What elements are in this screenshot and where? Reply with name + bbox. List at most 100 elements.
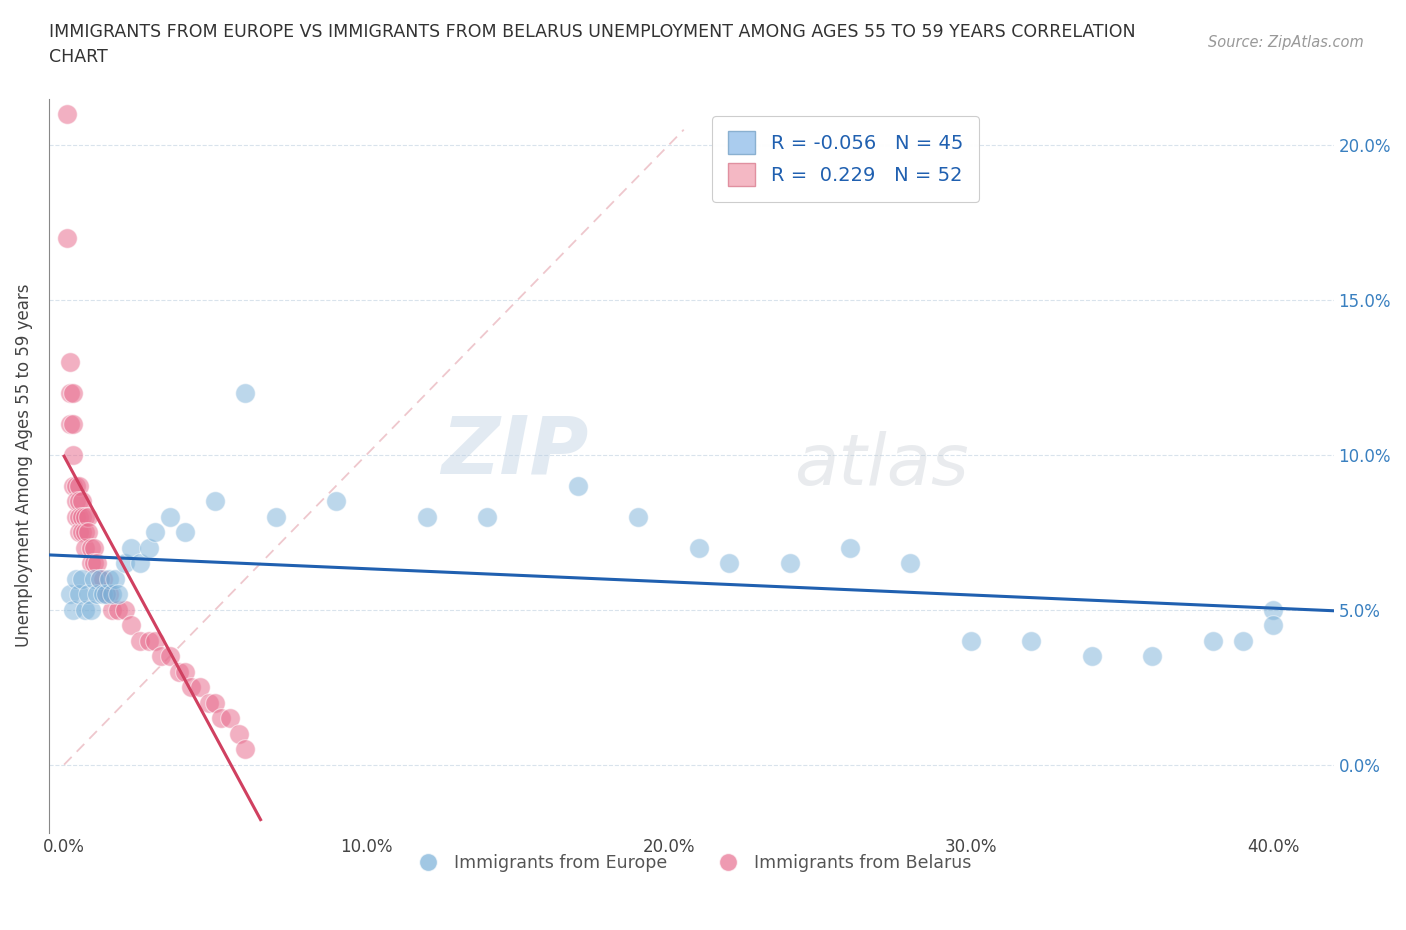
Point [1202, 633, 1225, 648]
Point [93, 571, 115, 586]
Point [1142, 649, 1164, 664]
Point [67, 525, 90, 539]
Point [65, 494, 87, 509]
Point [104, 571, 127, 586]
Point [98, 571, 121, 586]
Point [1263, 603, 1285, 618]
Point [59, 417, 82, 432]
Y-axis label: Unemployment Among Ages 55 to 59 years: Unemployment Among Ages 55 to 59 years [15, 284, 32, 647]
Point [75, 525, 97, 539]
Point [235, 742, 257, 757]
Point [89, 571, 111, 586]
Point [264, 510, 287, 525]
Point [204, 494, 226, 509]
Point [70, 494, 93, 509]
Point [56, 107, 79, 122]
Point [62, 478, 84, 493]
Point [67, 494, 90, 509]
Point [120, 618, 142, 632]
Point [180, 680, 202, 695]
Point [80, 603, 103, 618]
Point [128, 556, 150, 571]
Point [219, 711, 242, 725]
Point [839, 540, 862, 555]
Point [62, 386, 84, 401]
Point [416, 510, 439, 525]
Point [228, 726, 250, 741]
Point [718, 556, 741, 571]
Point [70, 571, 93, 586]
Point [62, 603, 84, 618]
Point [174, 525, 197, 539]
Point [567, 478, 589, 493]
Point [83, 540, 105, 555]
Point [107, 587, 129, 602]
Point [1081, 649, 1104, 664]
Point [167, 664, 190, 679]
Text: Source: ZipAtlas.com: Source: ZipAtlas.com [1208, 35, 1364, 50]
Point [174, 664, 197, 679]
Point [120, 540, 142, 555]
Point [114, 603, 136, 618]
Point [83, 571, 105, 586]
Point [67, 587, 90, 602]
Point [900, 556, 922, 571]
Point [1263, 618, 1285, 632]
Point [477, 510, 499, 525]
Point [86, 556, 108, 571]
Point [779, 556, 801, 571]
Point [80, 540, 103, 555]
Point [59, 587, 82, 602]
Point [688, 540, 710, 555]
Point [138, 540, 160, 555]
Point [62, 447, 84, 462]
Point [77, 525, 100, 539]
Point [1021, 633, 1043, 648]
Point [75, 540, 97, 555]
Point [75, 510, 97, 525]
Point [235, 386, 257, 401]
Point [62, 417, 84, 432]
Point [627, 510, 650, 525]
Point [159, 510, 181, 525]
Point [149, 649, 172, 664]
Point [138, 633, 160, 648]
Point [960, 633, 983, 648]
Point [1232, 633, 1254, 648]
Point [101, 603, 124, 618]
Point [325, 494, 347, 509]
Point [188, 680, 211, 695]
Point [77, 587, 100, 602]
Point [198, 696, 221, 711]
Point [65, 571, 87, 586]
Point [59, 354, 82, 369]
Point [70, 510, 93, 525]
Point [93, 587, 115, 602]
Point [96, 587, 118, 602]
Point [70, 525, 93, 539]
Point [89, 571, 111, 586]
Point [204, 696, 226, 711]
Point [80, 556, 103, 571]
Text: atlas: atlas [794, 432, 969, 500]
Point [67, 478, 90, 493]
Point [65, 478, 87, 493]
Point [101, 587, 124, 602]
Point [96, 587, 118, 602]
Legend: Immigrants from Europe, Immigrants from Belarus: Immigrants from Europe, Immigrants from … [404, 847, 979, 879]
Point [65, 510, 87, 525]
Point [86, 587, 108, 602]
Point [143, 525, 166, 539]
Point [56, 231, 79, 246]
Point [59, 386, 82, 401]
Point [143, 633, 166, 648]
Point [67, 510, 90, 525]
Point [114, 556, 136, 571]
Point [75, 603, 97, 618]
Point [98, 587, 121, 602]
Point [209, 711, 232, 725]
Point [128, 633, 150, 648]
Point [83, 556, 105, 571]
Text: IMMIGRANTS FROM EUROPE VS IMMIGRANTS FROM BELARUS UNEMPLOYMENT AMONG AGES 55 TO : IMMIGRANTS FROM EUROPE VS IMMIGRANTS FRO… [49, 23, 1136, 66]
Point [159, 649, 181, 664]
